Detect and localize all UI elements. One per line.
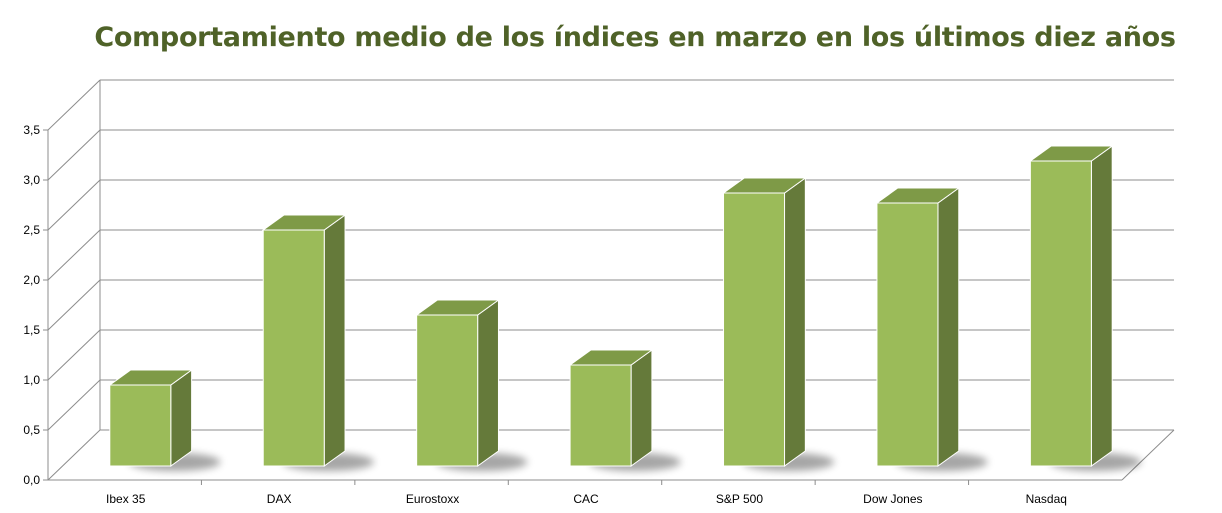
bar-side [323,214,346,467]
y-tick-label: 0,5 [23,423,40,437]
bar-side [630,349,653,467]
y-tick-label: 2,0 [23,273,40,287]
bar [875,187,961,467]
y-tick-label: 1,5 [23,323,40,337]
y-tick-label: 3,0 [23,173,40,187]
chart-walls [47,80,1175,481]
y-tick-label: 1,0 [23,373,40,387]
bar [568,349,654,467]
bar [415,299,501,467]
y-tick-label: 2,5 [23,223,40,237]
x-tick-label: CAC [573,492,599,506]
gridline-diagonal [47,329,101,381]
bar [721,177,807,467]
bar-front [723,192,786,467]
bar-side [170,369,193,467]
x-axis: Ibex 35 DAX Eurostoxx CAC S&P 500 Dow Jones Na… [106,480,1067,506]
bars [108,145,1114,467]
bar-front [262,229,325,467]
bar-front [416,314,479,467]
gridline-diagonal [47,379,101,431]
bar [108,369,194,467]
bar-front [876,202,939,467]
gridline-diagonal [47,129,101,181]
y-axis-ticks: 0,0 0,5 1,0 1,5 2,0 2,5 3,0 3,5 [23,123,48,487]
gridline-diagonal [47,179,101,231]
bar-front [1029,160,1092,467]
chart-title: Comportamiento medio de los índices en m… [94,22,1176,53]
bar-side [1090,145,1113,467]
bar [1028,145,1114,467]
bar-side [477,299,499,467]
bar [261,214,347,467]
floor-right-edge [1121,429,1175,481]
bar-front [109,384,172,467]
gridline-diagonal [47,429,101,481]
y-tick-label: 0,0 [23,473,40,487]
x-tick-label: Eurostoxx [406,492,459,506]
x-tick-label: Ibex 35 [106,492,146,506]
bar-side [784,177,806,467]
x-tick-label: Dow Jones [863,492,922,506]
gridline-diagonal [47,229,101,281]
x-tick-label: S&P 500 [716,492,763,506]
bar-side [937,187,960,467]
gridline-diagonal [47,279,101,331]
x-tick-label: DAX [267,492,292,506]
bar-front [569,364,632,467]
y-tick-label: 3,5 [23,123,40,137]
gridline-diagonal [47,79,101,131]
x-tick-label: Nasdaq [1026,492,1067,506]
